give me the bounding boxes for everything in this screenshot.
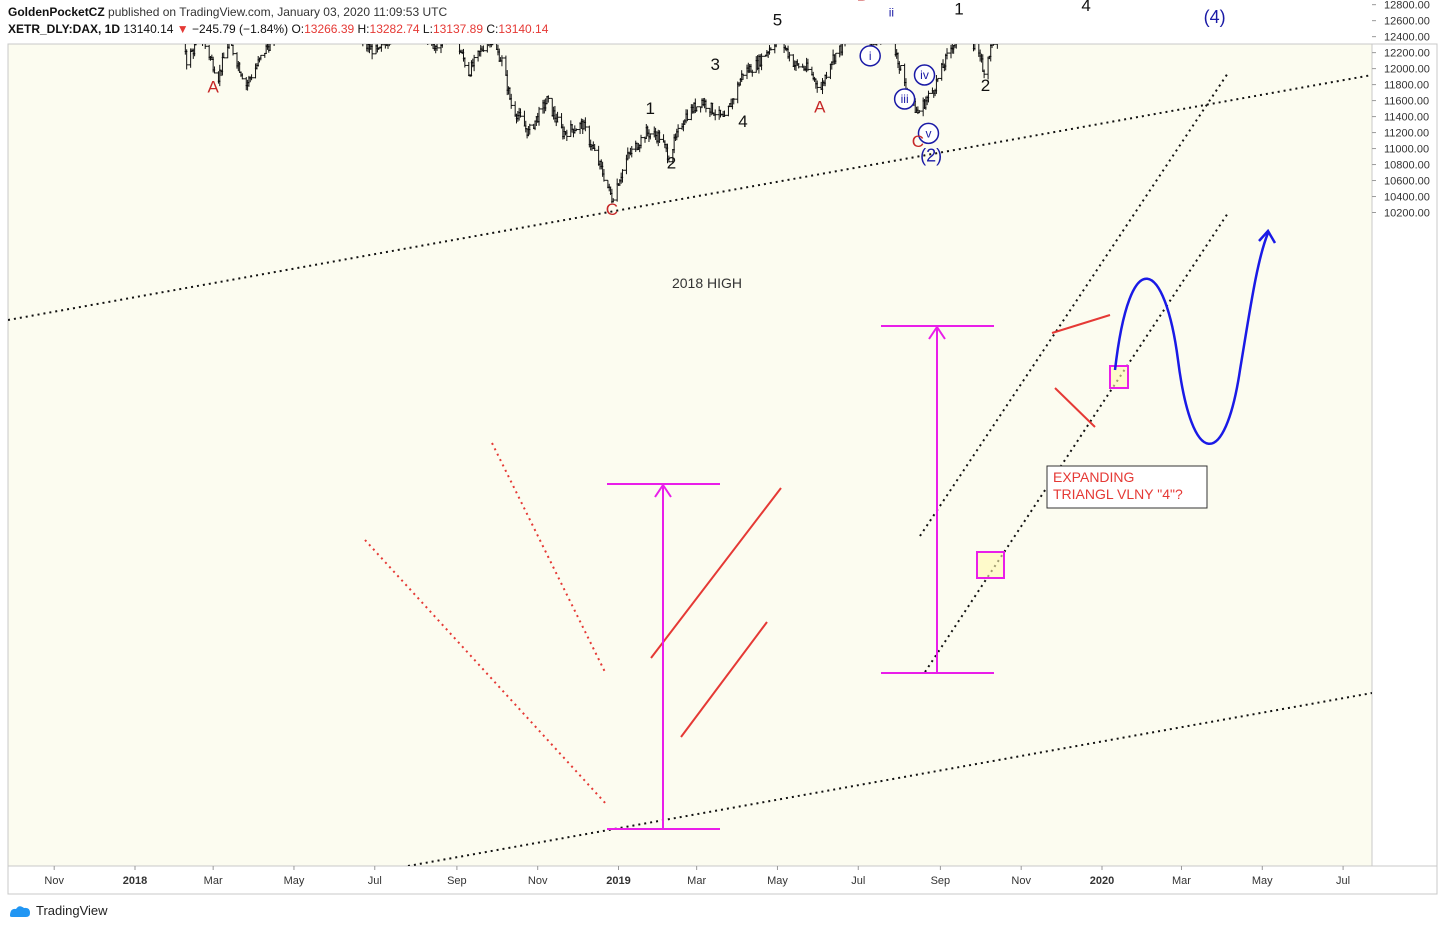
x-tick-label: 2019 — [606, 875, 630, 887]
publish-info: published on TradingView.com, January 03… — [108, 5, 448, 19]
x-tick-label: Sep — [931, 875, 951, 887]
open-value: 13266.39 — [304, 22, 355, 36]
circled-wave-marker — [917, 122, 940, 145]
x-tick-label: Jul — [851, 875, 865, 887]
wave-label-red: C — [912, 132, 924, 151]
low-value: 13137.89 — [432, 22, 483, 36]
tradingview-logo-icon — [10, 905, 30, 917]
price-axis — [1371, 43, 1438, 867]
measure-2-arrowhead — [928, 325, 946, 340]
x-tick-label: Sep — [447, 875, 467, 887]
2018-high-label: 2018 HIGH — [672, 275, 742, 291]
down-arrow-icon: ▼ — [176, 22, 189, 36]
circled-wave-label: i — [869, 49, 872, 63]
brand-label: TradingView — [36, 903, 108, 918]
wave-label-black: 2 — [667, 154, 676, 173]
y-tick-label: 10600.00 — [1384, 176, 1430, 188]
close-label: C: — [486, 22, 499, 36]
wave-label-black: 1 — [646, 99, 655, 118]
wave-label-black: 5 — [773, 10, 782, 29]
y-tick-label: 10400.00 — [1384, 192, 1430, 204]
triangle-upper-line — [1051, 314, 1111, 334]
author-name[interactable]: GoldenPocketCZ — [8, 5, 105, 19]
y-tick-label: 11800.00 — [1384, 80, 1429, 92]
high-label: H: — [357, 22, 370, 36]
triangle-note-line-2: TRIANGL VLNY "4"? — [1053, 486, 1183, 502]
wave-label-black: 4 — [738, 112, 747, 131]
circled-wave-label: ii — [889, 6, 894, 20]
y-tick-label: 12600.00 — [1384, 16, 1430, 28]
high-value: 13282.74 — [369, 22, 420, 36]
wave-label-black: 3 — [710, 55, 719, 74]
wave-label-black: 2 — [981, 76, 990, 95]
wave-label-blue: (4) — [1204, 7, 1226, 27]
y-tick-label: 12800.00 — [1384, 0, 1430, 12]
y-tick-label: 12000.00 — [1384, 64, 1430, 76]
candle-series — [184, 44, 998, 204]
highlight-box — [1109, 365, 1129, 389]
wedge-upper-line — [491, 442, 606, 673]
x-tick-label: Nov — [528, 875, 548, 887]
x-tick-label: Jul — [1336, 875, 1350, 887]
y-tick-label: 10200.00 — [1384, 208, 1430, 220]
wave-channel-lower — [680, 621, 768, 738]
wave-label-red: B — [857, 0, 868, 5]
publish-line: GoldenPocketCZ published on TradingView.… — [8, 5, 447, 19]
symbol-label: XETR_DLY:DAX, 1D — [8, 22, 121, 36]
y-tick-label: 10800.00 — [1384, 160, 1430, 172]
plot-area — [7, 43, 1373, 867]
wave-channel-upper — [650, 487, 782, 659]
y-tick-label: 12400.00 — [1384, 32, 1430, 44]
x-tick-label: May — [1252, 875, 1273, 887]
x-tick-label: Mar — [687, 875, 706, 887]
triangle-lower-line — [1054, 387, 1096, 428]
x-tick-label: Mar — [1172, 875, 1191, 887]
wave-label-red: C — [606, 200, 618, 219]
y-tick-label: 12200.00 — [1384, 48, 1430, 60]
x-tick-label: Nov — [44, 875, 64, 887]
ohlc-line: XETR_DLY:DAX, 1D 13140.14 ▼ −245.79 (−1.… — [8, 22, 548, 36]
wave-label-red: A — [814, 98, 826, 117]
open-label: O: — [291, 22, 305, 36]
wave-label-red: A — [207, 78, 219, 97]
triangle-note-box — [1046, 465, 1208, 509]
y-tick-label: 11200.00 — [1384, 128, 1429, 140]
measure-1-arrowhead — [654, 483, 672, 498]
close-value: 13140.14 — [498, 22, 549, 36]
x-tick-label: Mar — [204, 875, 223, 887]
circled-wave-marker — [893, 88, 916, 110]
wave-label-black: 1 — [954, 0, 963, 18]
price-change: −245.79 (−1.84%) — [192, 22, 289, 36]
time-axis — [7, 865, 1438, 895]
inner-channel-upper — [919, 72, 1229, 537]
y-tick-label: 11400.00 — [1384, 112, 1429, 124]
last-price: 13140.14 — [123, 22, 174, 36]
low-label: L: — [422, 22, 433, 36]
circled-wave-label: v — [925, 126, 931, 140]
projection-arrowhead — [1258, 228, 1277, 244]
inner-channel-lower — [924, 212, 1229, 673]
y-tick-label: 11600.00 — [1384, 96, 1429, 108]
wave-label-blue: (2) — [920, 145, 942, 165]
tradingview-logo[interactable]: TradingView — [8, 903, 108, 918]
highlight-box — [976, 551, 1005, 579]
x-tick-label: 2020 — [1090, 875, 1114, 887]
circled-wave-label: iv — [920, 68, 929, 82]
plot-layer — [8, 44, 1372, 866]
triangle-note-line-1: EXPANDING — [1053, 469, 1134, 485]
circled-wave-marker — [859, 45, 881, 67]
y-tick-label: 11000.00 — [1384, 144, 1429, 156]
x-tick-label: Nov — [1011, 875, 1031, 887]
x-tick-label: Jul — [368, 875, 382, 887]
x-tick-label: May — [284, 875, 305, 887]
circled-wave-label: iii — [901, 92, 909, 106]
x-tick-label: 2018 — [123, 875, 147, 887]
x-tick-label: May — [767, 875, 788, 887]
wave-label-black: 4 — [1081, 0, 1090, 15]
circled-wave-marker — [913, 64, 936, 86]
lower-channel-line — [407, 692, 1372, 866]
projection-path — [1113, 232, 1270, 445]
